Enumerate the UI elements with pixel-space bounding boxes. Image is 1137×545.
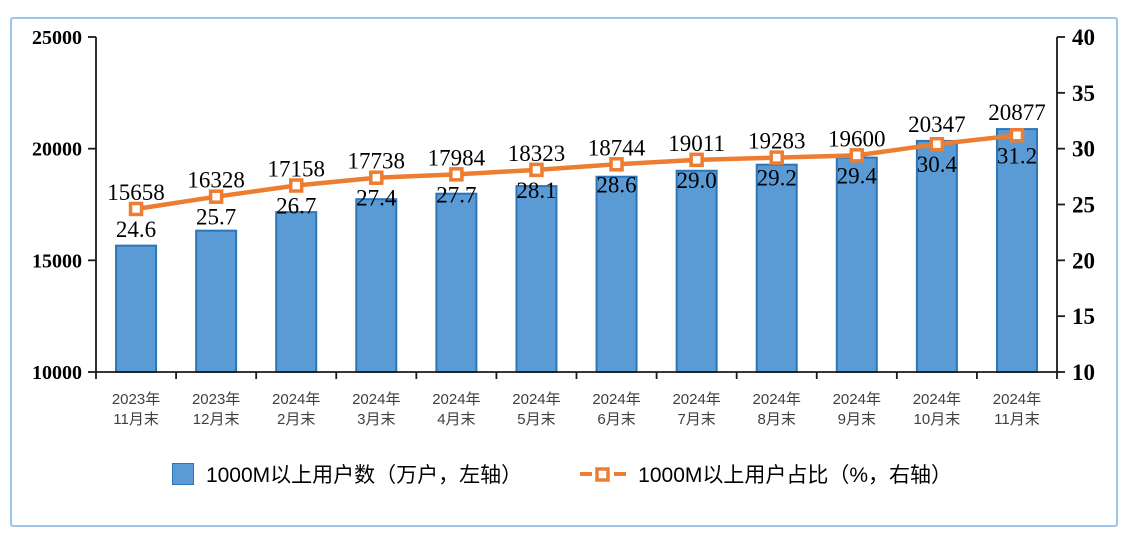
svg-text:19600: 19600 — [828, 126, 886, 151]
svg-text:7月末: 7月末 — [677, 411, 715, 428]
svg-text:20: 20 — [1072, 248, 1095, 273]
svg-text:17158: 17158 — [267, 157, 325, 182]
svg-text:27.7: 27.7 — [436, 182, 476, 207]
svg-text:15000: 15000 — [32, 250, 82, 272]
svg-text:20877: 20877 — [988, 100, 1046, 125]
svg-text:8月末: 8月末 — [758, 411, 796, 428]
svg-text:31.2: 31.2 — [997, 143, 1037, 168]
svg-text:17984: 17984 — [428, 145, 486, 170]
svg-text:6月末: 6月末 — [597, 411, 635, 428]
svg-text:18323: 18323 — [508, 141, 566, 166]
svg-text:5月末: 5月末 — [517, 411, 555, 428]
svg-text:29.4: 29.4 — [837, 163, 878, 188]
svg-text:2024年: 2024年 — [672, 391, 720, 408]
svg-text:2024年: 2024年 — [512, 391, 560, 408]
svg-text:35: 35 — [1072, 81, 1095, 106]
legend-item-line-series: 1000M以上用户占比（%，右轴） — [580, 459, 952, 489]
svg-text:19011: 19011 — [668, 131, 725, 156]
legend-bar-series-label: 1000M以上用户数（万户，左轴） — [205, 464, 523, 487]
svg-text:19283: 19283 — [748, 129, 806, 154]
svg-text:2024年: 2024年 — [432, 391, 480, 408]
svg-text:30: 30 — [1072, 137, 1095, 162]
svg-text:10月末: 10月末 — [914, 411, 961, 428]
svg-text:20000: 20000 — [32, 139, 82, 161]
svg-text:28.1: 28.1 — [516, 178, 556, 203]
svg-text:11月末: 11月末 — [994, 411, 1040, 428]
svg-text:2023年: 2023年 — [192, 391, 240, 408]
svg-text:15: 15 — [1072, 304, 1095, 329]
svg-text:30.4: 30.4 — [917, 152, 958, 177]
svg-text:9月末: 9月末 — [838, 411, 876, 428]
svg-text:11月末: 11月末 — [113, 411, 159, 428]
svg-text:2024年: 2024年 — [592, 391, 640, 408]
svg-text:18744: 18744 — [588, 135, 646, 160]
svg-text:2024年: 2024年 — [272, 391, 320, 408]
svg-text:26.7: 26.7 — [276, 194, 316, 219]
svg-text:27.4: 27.4 — [356, 186, 397, 211]
svg-text:16328: 16328 — [187, 168, 245, 193]
svg-text:2024年: 2024年 — [833, 391, 881, 408]
chart-legend: 1000M以上用户数（万户，左轴） 1000M以上用户占比（%，右轴） — [10, 452, 1114, 496]
svg-text:40: 40 — [1072, 25, 1095, 50]
svg-text:25.7: 25.7 — [196, 205, 236, 230]
svg-text:2023年: 2023年 — [112, 391, 160, 408]
legend-line-series-label: 1000M以上用户占比（%，右轴） — [638, 464, 953, 487]
svg-text:2月末: 2月末 — [277, 411, 315, 428]
svg-text:29.2: 29.2 — [757, 166, 797, 191]
line-series-marker-icon — [580, 467, 627, 482]
svg-text:20347: 20347 — [908, 112, 966, 137]
svg-text:2024年: 2024年 — [913, 391, 961, 408]
svg-text:3月末: 3月末 — [357, 411, 395, 428]
svg-text:15658: 15658 — [107, 180, 165, 205]
svg-text:29.0: 29.0 — [677, 168, 717, 193]
bar-series-swatch-icon — [171, 463, 194, 485]
legend-item-bar-series: 1000M以上用户数（万户，左轴） — [171, 459, 523, 489]
svg-text:10000: 10000 — [32, 362, 82, 384]
svg-text:4月末: 4月末 — [437, 411, 475, 428]
svg-text:17738: 17738 — [348, 149, 406, 174]
svg-text:24.6: 24.6 — [116, 217, 156, 242]
svg-text:28.6: 28.6 — [596, 172, 636, 197]
svg-text:2024年: 2024年 — [993, 391, 1041, 408]
svg-text:12月末: 12月末 — [193, 411, 240, 428]
svg-text:10: 10 — [1072, 360, 1095, 385]
svg-text:2024年: 2024年 — [753, 391, 801, 408]
svg-text:2024年: 2024年 — [352, 391, 400, 408]
svg-text:25000: 25000 — [32, 27, 82, 49]
svg-text:25: 25 — [1072, 193, 1095, 218]
